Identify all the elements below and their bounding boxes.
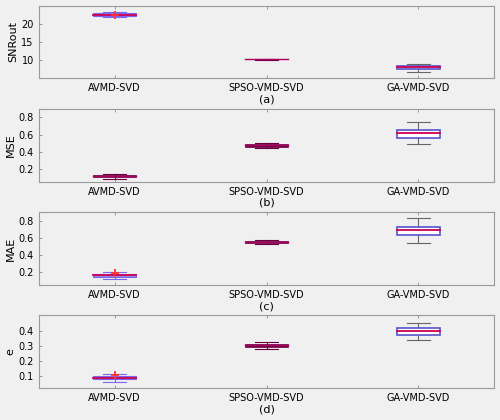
X-axis label: (d): (d) (258, 404, 274, 415)
Bar (94, 13, 136, 16)
Bar (94, 274, 136, 276)
Bar (94, 176, 136, 177)
Bar (397, 66, 440, 68)
Bar (94, 376, 136, 379)
Bar (397, 227, 440, 234)
X-axis label: (b): (b) (258, 198, 274, 208)
Bar (245, 144, 288, 147)
Bar (245, 241, 288, 243)
Bar (397, 131, 440, 137)
Y-axis label: MAE: MAE (6, 236, 16, 261)
Bar (245, 344, 288, 347)
Y-axis label: e: e (6, 348, 16, 355)
X-axis label: (c): (c) (259, 301, 274, 311)
Bar (397, 328, 440, 335)
X-axis label: (a): (a) (258, 94, 274, 105)
Y-axis label: SNRout: SNRout (8, 21, 18, 63)
Y-axis label: MSE: MSE (6, 134, 16, 157)
